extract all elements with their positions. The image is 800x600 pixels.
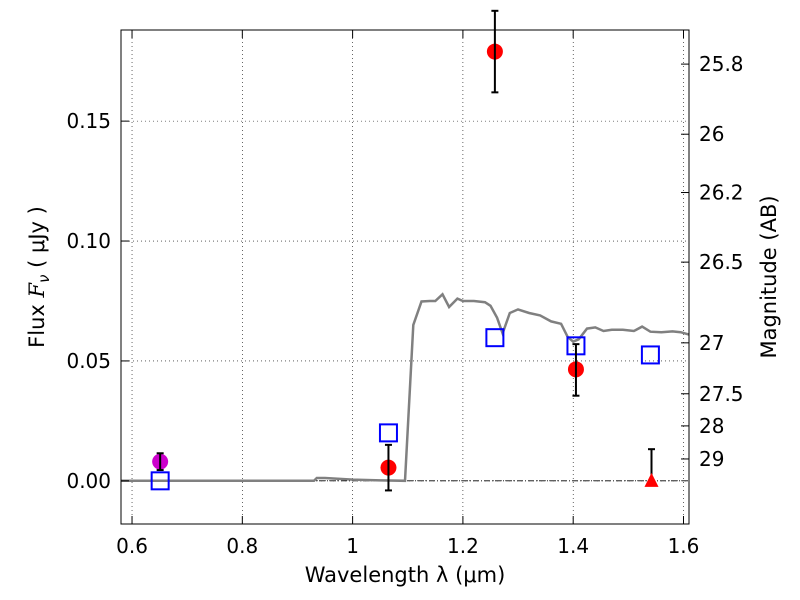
y2-tick-label: 27 bbox=[699, 331, 724, 355]
y-axis-label-subscript: ν bbox=[35, 275, 53, 283]
y-tick-label: 0.05 bbox=[66, 349, 111, 373]
x-tick-label: 1 bbox=[346, 534, 359, 558]
upper-limit-triangle bbox=[644, 472, 659, 487]
x-tick-label: 1.6 bbox=[668, 534, 700, 558]
x-tick-label: 1.2 bbox=[447, 534, 479, 558]
x-axis-label: Wavelength λ (μm) bbox=[305, 563, 506, 587]
model-square-point bbox=[150, 471, 170, 491]
model-square-point bbox=[640, 345, 660, 365]
y2-tick-label: 26.2 bbox=[699, 181, 744, 205]
y-axis-label-symbol: F bbox=[25, 282, 49, 299]
grid-lines bbox=[121, 30, 689, 524]
x-tick-label: 0.6 bbox=[116, 534, 148, 558]
y2-tick-label: 28 bbox=[699, 414, 724, 438]
y2-tick-label: 29 bbox=[699, 447, 724, 471]
y-axis-label: Flux Fν ( μJy ) bbox=[25, 206, 53, 348]
y2-axis-label: Magnitude (AB) bbox=[757, 195, 781, 358]
y2-tick-label: 27.5 bbox=[699, 382, 744, 406]
y2-tick-label: 25.8 bbox=[699, 52, 744, 76]
x-tick-label: 1.4 bbox=[557, 534, 589, 558]
y2-tick-label: 26 bbox=[699, 122, 724, 146]
x-tick-label: 0.8 bbox=[226, 534, 258, 558]
y2-tick-label: 26.5 bbox=[699, 250, 744, 274]
model-square-point bbox=[378, 423, 398, 443]
y-axis-label-suffix: ( μJy ) bbox=[25, 206, 49, 274]
y-axis-label-prefix: Flux bbox=[25, 298, 49, 348]
model-square-point bbox=[485, 328, 505, 348]
y-tick-label: 0.00 bbox=[66, 469, 111, 493]
y-tick-label: 0.10 bbox=[66, 229, 111, 253]
model-spectrum-line bbox=[121, 292, 690, 483]
plot-area bbox=[121, 9, 690, 492]
y-tick-label: 0.15 bbox=[66, 109, 111, 133]
axes-frame bbox=[120, 29, 690, 525]
axis-ticks: 0.6 0.8 1 1.2 1.4 1.6 0.00 0.05 0.10 0.15 25.8 26 26… bbox=[66, 30, 744, 558]
